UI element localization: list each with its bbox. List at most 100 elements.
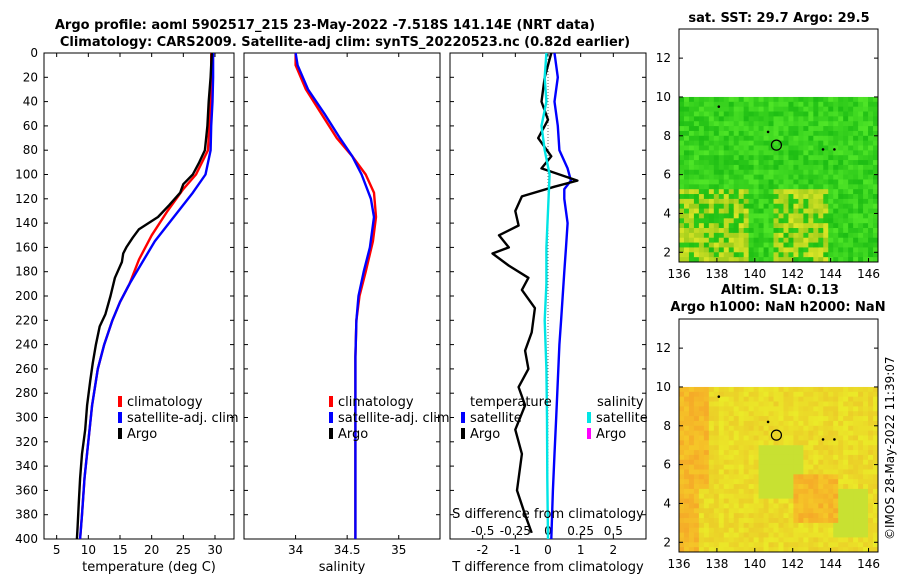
- map-cell: [688, 503, 695, 509]
- map-cell: [743, 242, 750, 248]
- map-cell: [858, 135, 864, 142]
- map-cell: [868, 479, 874, 485]
- map-cell: [718, 101, 725, 108]
- map-cell: [828, 155, 834, 161]
- map-cell: [783, 396, 789, 403]
- map-cell: [773, 106, 779, 113]
- map-cell: [763, 493, 770, 500]
- map-cell: [679, 116, 685, 122]
- map-cell: [833, 474, 839, 480]
- map-cell: [803, 135, 809, 142]
- map-cell: [733, 503, 740, 509]
- map-cell: [693, 450, 700, 456]
- map-cell: [818, 386, 824, 393]
- map-cell: [778, 213, 784, 219]
- map-cell: [738, 160, 745, 166]
- map-cell: [858, 513, 864, 519]
- map-cell: [808, 135, 814, 142]
- map-cell: [803, 228, 809, 234]
- map-cell: [688, 111, 695, 117]
- map-cell: [708, 420, 715, 427]
- map-cell: [718, 537, 725, 543]
- map-cell: [808, 406, 814, 412]
- map-cell: [763, 542, 770, 548]
- map-cell: [738, 223, 745, 229]
- map-cell: [768, 101, 775, 108]
- map-cell: [808, 218, 814, 224]
- map-cell: [728, 189, 735, 195]
- map-cell: [858, 493, 864, 500]
- map-cell: [733, 232, 740, 239]
- map-cell: [838, 450, 844, 456]
- map-cell: [793, 135, 799, 142]
- map-cell: [798, 116, 804, 122]
- map-cell: [868, 194, 874, 200]
- map-cell: [868, 101, 874, 108]
- map-cell: [738, 542, 745, 548]
- map-cell: [743, 416, 750, 422]
- map-cell: [683, 242, 690, 248]
- map-cell: [843, 435, 849, 441]
- map-cell: [693, 513, 700, 519]
- map-cell: [868, 96, 874, 103]
- map-cell: [843, 121, 849, 127]
- map-cell: [723, 247, 730, 253]
- map-cell: [793, 247, 799, 253]
- map-cell: [848, 522, 854, 529]
- map-cell: [683, 130, 690, 137]
- map-cell: [753, 401, 760, 407]
- map-cell: [723, 189, 730, 195]
- map-cell: [853, 252, 859, 258]
- map-cell: [848, 542, 854, 548]
- map-cell: [708, 150, 715, 156]
- map-cell: [823, 391, 829, 398]
- map-cell: [848, 130, 854, 137]
- map-cell: [743, 518, 750, 524]
- map-cell: [793, 150, 799, 156]
- map-cell: [688, 532, 695, 538]
- map-cell: [698, 537, 705, 543]
- map-cell: [873, 179, 879, 185]
- map-cell: [768, 198, 775, 205]
- map-cell: [818, 101, 824, 108]
- map-cell: [768, 508, 775, 514]
- map-cell: [783, 479, 789, 485]
- map-cell: [863, 126, 869, 132]
- map-cell: [823, 218, 829, 224]
- map-cell: [693, 155, 700, 161]
- map-cell: [793, 513, 799, 519]
- map-cell: [743, 237, 750, 244]
- map-cell: [813, 111, 819, 117]
- map-cell: [718, 386, 725, 393]
- map-cell: [798, 213, 804, 219]
- map-cell: [703, 232, 710, 239]
- map-cell: [768, 420, 775, 427]
- map-cell: [788, 218, 794, 224]
- map-cell: [833, 479, 839, 485]
- map-cell: [728, 464, 735, 470]
- map-cell: [823, 169, 829, 176]
- map-cell: [798, 445, 804, 451]
- map-cell: [733, 464, 740, 470]
- map-cell: [743, 160, 750, 166]
- map-cell: [843, 440, 849, 446]
- map-cell: [863, 203, 869, 210]
- map-cell: [693, 179, 700, 185]
- map-cell: [708, 416, 715, 422]
- map-cell: [778, 522, 784, 529]
- map-cell: [679, 218, 685, 224]
- map-cell: [679, 213, 685, 219]
- map-cell: [703, 242, 710, 248]
- map-cell: [753, 194, 760, 200]
- map-cell: [868, 508, 874, 514]
- map-cell: [778, 242, 784, 248]
- map-cell: [733, 189, 740, 195]
- map-cell: [718, 513, 725, 519]
- map-cell: [753, 450, 760, 456]
- map-x-tick-label: 142: [781, 267, 804, 281]
- map-cell: [683, 401, 690, 407]
- map-cell: [703, 464, 710, 470]
- map-cell: [818, 493, 824, 500]
- map-cell: [688, 406, 695, 412]
- map-cell: [758, 425, 765, 432]
